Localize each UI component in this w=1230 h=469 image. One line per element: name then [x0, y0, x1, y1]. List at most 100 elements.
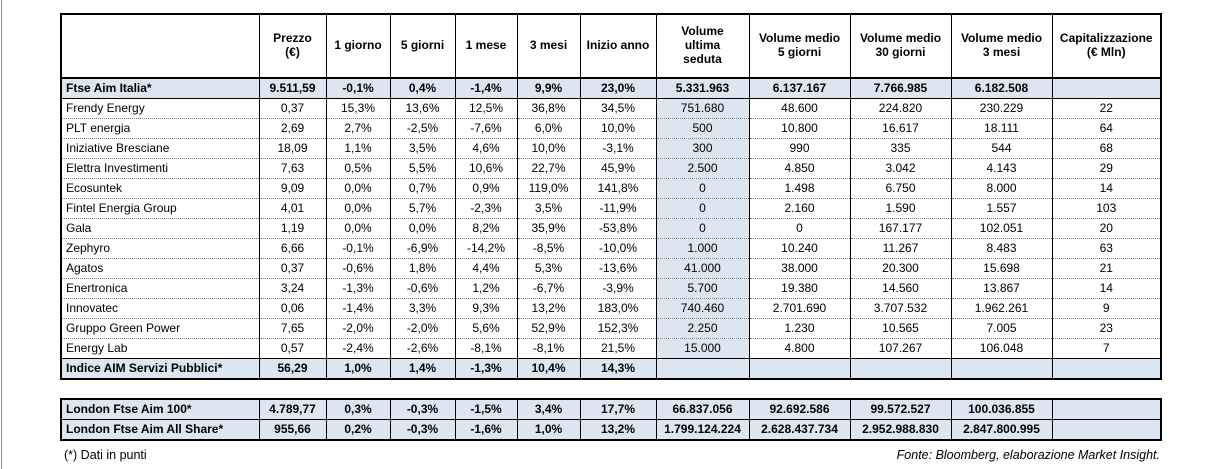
cell: 4,6% — [454, 138, 518, 159]
cell: 6,66 — [258, 238, 327, 259]
cell: 0 — [748, 218, 851, 239]
cell: -8,1% — [516, 338, 581, 359]
cell: -0,3% — [389, 398, 456, 420]
cell: -8,1% — [454, 338, 518, 359]
cell: -6,9% — [389, 238, 456, 259]
column-header: 1 giorno — [325, 13, 391, 79]
cell: 45,9% — [579, 158, 657, 179]
cell: -11,9% — [579, 198, 657, 219]
cell: 20 — [1051, 218, 1162, 239]
cell: 0,57 — [258, 338, 327, 359]
row-label: Indice AIM Servizi Pubblici* — [60, 358, 260, 380]
cell: 2.160 — [748, 198, 851, 219]
cell: 0 — [655, 218, 750, 239]
cell: 2.701.690 — [748, 298, 851, 319]
cell: 1,0% — [325, 358, 391, 380]
cell: -14,2% — [454, 238, 518, 259]
cell: 1.799.124.224 — [655, 419, 750, 441]
cell: 6,0% — [516, 118, 581, 139]
cell: 38.000 — [748, 258, 851, 279]
cell: -0,6% — [389, 278, 456, 299]
aim-italia-table: Prezzo (€) 1 giorno 5 giorni 1 mese 3 mesi In… — [60, 13, 1162, 380]
table-row: Elettra Investimenti 7,63 0,5% 5,5% 10,6% 22,… — [60, 158, 1162, 179]
cell: 7 — [1051, 338, 1162, 359]
column-header: Capitalizzazione (€ Mln) — [1051, 13, 1162, 79]
cell: -0,6% — [325, 258, 391, 279]
row-label: Gruppo Green Power — [60, 318, 260, 339]
cell: 7,63 — [258, 158, 327, 179]
column-header: 3 mesi — [516, 13, 581, 79]
cell: 300 — [655, 138, 750, 159]
cell: 6.137.167 — [748, 77, 851, 99]
cell: 52,9% — [516, 318, 581, 339]
table-body: London Ftse Aim 100* 4.789,77 0,3% -0,3% -1,… — [60, 398, 1162, 441]
cell: 0,3% — [325, 398, 391, 420]
cell: -2,5% — [389, 118, 456, 139]
cell: 41.000 — [655, 258, 750, 279]
cell: 2.628.437.734 — [748, 419, 851, 441]
cell: 100.036.855 — [950, 398, 1053, 420]
row-label: Iniziative Bresciane — [60, 138, 260, 159]
cell: 5,7% — [389, 198, 456, 219]
row-label: Frendy Energy — [60, 98, 260, 119]
cell: -0,3% — [389, 419, 456, 441]
row-label: Ecosuntek — [60, 178, 260, 199]
cell: 12,5% — [454, 98, 518, 119]
row-label: Ftse Aim Italia* — [60, 77, 260, 99]
cell: 0,0% — [325, 178, 391, 199]
cell: 0 — [655, 198, 750, 219]
cell: 230.229 — [950, 98, 1053, 119]
column-header: Volume medio 5 giorni — [748, 13, 851, 79]
cell: 4,4% — [454, 258, 518, 279]
cell: 10.240 — [748, 238, 851, 259]
cell: -7,6% — [454, 118, 518, 139]
cell: 15.000 — [655, 338, 750, 359]
cell: 7.005 — [950, 318, 1053, 339]
london-table-section: London Ftse Aim 100* 4.789,77 0,3% -0,3% -1,… — [60, 398, 1162, 441]
cell: 500 — [655, 118, 750, 139]
column-header: 1 mese — [454, 13, 518, 79]
cell: 19.380 — [748, 278, 851, 299]
cell: 4.143 — [950, 158, 1053, 179]
cell: 9.511,59 — [258, 77, 327, 99]
cell: 3,24 — [258, 278, 327, 299]
cell: 22,7% — [516, 158, 581, 179]
table-row: Iniziative Bresciane 18,09 1,1% 3,5% 4,6% 10,… — [60, 138, 1162, 159]
cell: 14 — [1051, 178, 1162, 199]
cell: -0,1% — [325, 77, 391, 99]
cell: 92.692.586 — [748, 398, 851, 420]
cell: 0,7% — [389, 178, 456, 199]
cell: 63 — [1051, 238, 1162, 259]
table-row: London Ftse Aim 100* 4.789,77 0,3% -0,3% -1,… — [60, 398, 1162, 420]
column-header: Prezzo (€) — [258, 13, 327, 79]
cell: -1,6% — [454, 419, 518, 441]
cell — [849, 358, 952, 380]
cell: 1.000 — [655, 238, 750, 259]
cell: -53,8% — [579, 218, 657, 239]
column-header: 5 giorni — [389, 13, 456, 79]
cell — [1051, 419, 1162, 441]
table-row: Ftse Aim Italia* 9.511,59 -0,1% 0,4% -1,4% 9,… — [60, 77, 1162, 99]
cell: 5,6% — [454, 318, 518, 339]
row-label: PLT energia — [60, 118, 260, 139]
cell: -1,3% — [454, 358, 518, 380]
cell: 10,6% — [454, 158, 518, 179]
cell: 1,4% — [389, 358, 456, 380]
cell: 23,0% — [579, 77, 657, 99]
cell: 3,5% — [389, 138, 456, 159]
cell: 106.048 — [950, 338, 1053, 359]
cell: 56,29 — [258, 358, 327, 380]
cell: 103 — [1051, 198, 1162, 219]
header-row: Prezzo (€) 1 giorno 5 giorni 1 mese 3 mesi In… — [60, 13, 1162, 79]
row-label: London Ftse Aim 100* — [60, 398, 260, 420]
cell: 5,5% — [389, 158, 456, 179]
cell: 22 — [1051, 98, 1162, 119]
table-row: Energy Lab 0,57 -2,4% -2,6% -8,1% -8,1% 21,5% 1… — [60, 338, 1162, 359]
cell: -1,4% — [325, 298, 391, 319]
cell: 10,0% — [579, 118, 657, 139]
cell: 183,0% — [579, 298, 657, 319]
cell: 7,65 — [258, 318, 327, 339]
cell: 1.557 — [950, 198, 1053, 219]
column-header: Volume medio 30 giorni — [849, 13, 952, 79]
cell: 1,0% — [516, 419, 581, 441]
